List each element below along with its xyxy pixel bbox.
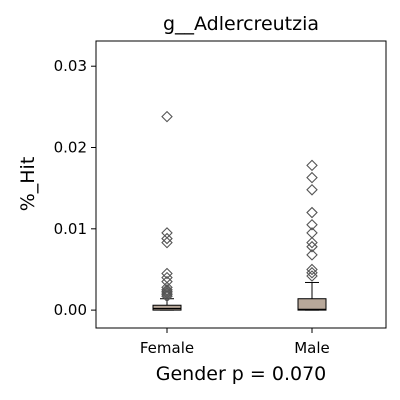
outlier-point: [161, 232, 173, 245]
outlier-point: [306, 249, 318, 261]
x-tick-label: Female: [140, 339, 194, 357]
outlier-point: [306, 263, 318, 276]
plot-area: 0.00 0.01 0.02 0.03 Female Male: [54, 40, 387, 357]
box: [297, 298, 327, 311]
plot-frame: [95, 40, 387, 329]
outlier-point: [306, 227, 318, 239]
outlier-point: [306, 159, 318, 172]
chart-title: g__Adlercreutzia: [163, 13, 319, 35]
y-tick-label: 0.00: [54, 301, 87, 319]
outlier-point: [306, 266, 318, 279]
y-axis-label: %_Hit: [17, 157, 39, 212]
x-axis-label: Gender p = 0.070: [156, 363, 327, 385]
outlier-point: [161, 281, 173, 294]
outlier-point: [161, 110, 173, 123]
outlier-point: [306, 270, 318, 282]
y-tick-label: 0.02: [54, 139, 87, 157]
outlier-point: [161, 227, 173, 239]
outlier-point: [306, 236, 318, 249]
box: [152, 304, 182, 311]
outlier-point: [161, 271, 173, 284]
y-tick-label: 0.03: [54, 57, 87, 75]
outlier-point: [161, 267, 173, 280]
outlier-point: [306, 171, 318, 184]
outlier-point: [306, 184, 318, 196]
outlier-point: [161, 284, 173, 296]
x-tick-label: Male: [294, 339, 330, 357]
outlier-point: [161, 236, 173, 249]
outlier-point: [306, 206, 318, 219]
y-tick-label: 0.01: [54, 220, 87, 238]
outlier-point: [306, 218, 318, 231]
